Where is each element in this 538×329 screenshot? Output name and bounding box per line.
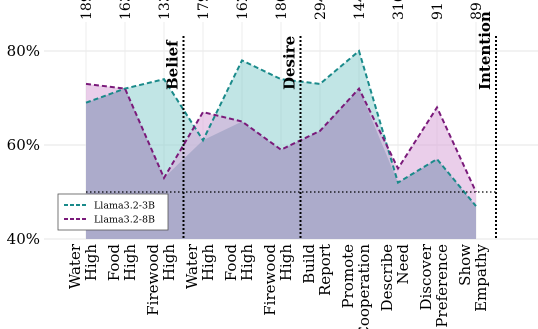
count-label: 89 <box>469 2 485 20</box>
x-tick-label: Build <box>300 244 318 284</box>
phase-label: Desire <box>281 36 299 90</box>
x-tick-label: Need <box>394 244 412 285</box>
x-tick-label: Preference <box>433 244 451 328</box>
x-tick-label: Cooperation <box>355 244 373 329</box>
count-label: 144 <box>352 0 368 20</box>
x-tick-label: Promote <box>339 244 357 309</box>
x-tick-label: Report <box>316 244 334 296</box>
legend-label: Llama3.2-3B <box>94 201 155 212</box>
phase-label: Belief <box>164 39 182 90</box>
x-tick-label: Food <box>222 244 240 282</box>
legend-label: Llama3.2-8B <box>94 215 155 226</box>
count-label: 163 <box>118 0 134 20</box>
x-tick-label: Water <box>66 243 84 289</box>
x-tick-label: High <box>121 244 139 281</box>
count-label: 294 <box>313 0 329 20</box>
phase-label: Intention <box>476 11 494 90</box>
x-tick-label: High <box>82 244 100 281</box>
x-tick-label: Firewood <box>261 244 279 316</box>
count-label: 189 <box>79 0 95 20</box>
x-tick-label: Empathy <box>472 243 490 311</box>
x-tick-label: High <box>160 244 178 281</box>
count-label: 133 <box>157 0 173 20</box>
x-tick-label: Firewood <box>144 244 162 316</box>
legend-box <box>57 193 169 231</box>
count-label: 180 <box>274 0 290 20</box>
x-tick-label: Discover <box>417 243 435 310</box>
count-label: 162 <box>235 0 251 20</box>
x-tick-label: Describe <box>378 244 396 312</box>
series-line-llama3-2-8b <box>85 82 477 193</box>
y-tick-label: 80% <box>7 42 40 60</box>
x-tick-label: Food <box>105 244 123 282</box>
x-tick-label: High <box>277 244 295 281</box>
y-tick-label: 60% <box>7 136 40 154</box>
x-tick-label: High <box>199 244 217 281</box>
series-line-llama3-2-3b <box>85 49 477 207</box>
count-label: 91 <box>430 2 446 20</box>
x-tick-label: Show <box>456 244 474 286</box>
count-label: 179 <box>196 0 212 20</box>
y-tick-label: 40% <box>7 230 40 248</box>
x-tick-label: High <box>238 244 256 281</box>
count-label: 316 <box>391 0 407 20</box>
x-tick-label: Water <box>183 243 201 289</box>
